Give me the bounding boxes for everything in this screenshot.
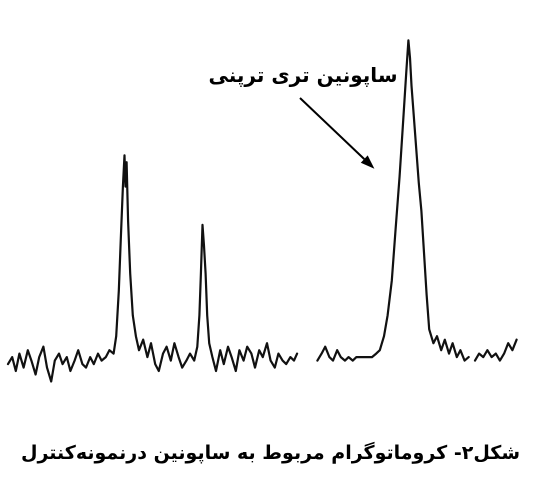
- trace-segment-2: [316, 39, 470, 362]
- peak-annotation: ساپونین تری ترپنی: [209, 63, 398, 169]
- trace-segment-3: [473, 338, 518, 362]
- annotation-arrow-head: [360, 155, 375, 169]
- trace-segment-1: [6, 154, 299, 383]
- annotation-arrow-line: [299, 97, 365, 160]
- annotation-label: ساپونین تری ترپنی: [209, 63, 398, 88]
- figure-caption: شکل۲- کروماتوگرام مربوط به ساپونین درنمو…: [20, 442, 521, 464]
- chromatogram-trace: [6, 39, 518, 383]
